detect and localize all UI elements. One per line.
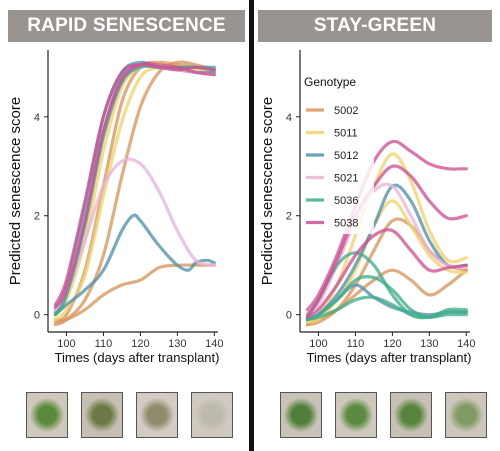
left-x-tick-label: 120 [131,338,149,350]
right-y-tick-label: 4 [286,112,292,124]
rapid-plant-photo-2 [81,392,123,438]
right-legend-label-5036: 5036 [334,195,358,207]
left-x-tick-label: 100 [57,338,75,350]
left-x-tick-label: 140 [205,338,223,350]
left-y-axis-label: Predicted senescence score [7,97,24,285]
staygreen-plant-photo-3 [390,392,432,438]
rapid-plant-photo-3 [136,392,178,438]
right-x-axis-label: Times (days after transplant) [307,350,472,365]
left-series-line-5012 [53,62,216,314]
left-series-line-5021 [53,64,216,312]
right-series-line-5011 [305,152,468,322]
right-legend-box [302,72,374,234]
left-series-line-5012 [53,60,216,312]
right-series-line-5038 [305,139,468,312]
right-y-tick-label: 2 [286,211,292,223]
right-legend-label-5011: 5011 [334,128,358,140]
left-y-tick-label: 2 [34,211,40,223]
left-series-line-5002 [53,60,216,327]
left-series-line-5012 [53,213,216,317]
staygreen-plant-photo-1 [280,392,322,438]
right-x-tick-label: 120 [383,338,401,350]
right-legend-label-5012: 5012 [334,150,358,162]
panel-divider [249,0,254,451]
left-x-tick-label: 110 [95,338,113,350]
left-series-line-5038 [53,62,216,309]
rapid-plant-photo-1 [26,392,68,438]
right-legend-label-5038: 5038 [334,218,358,230]
right-x-tick-label: 130 [420,338,438,350]
left-series-line-5036 [53,64,216,317]
rapid-plant-photo-4 [191,392,233,438]
right-series-line-5038 [305,228,468,319]
left-x-tick-label: 130 [168,338,186,350]
right-series-line-5021 [305,182,468,319]
left-x-axis-label: Times (days after transplant) [55,350,220,365]
right-x-tick-label: 110 [347,338,365,350]
rapid-senescence-banner: RAPID SENESCENCE [8,10,245,42]
left-series-line-5002 [53,263,216,324]
left-y-tick-label: 0 [34,310,40,322]
left-y-tick-label: 4 [34,112,40,124]
right-y-axis-label: Predicted senescence score [259,97,276,285]
right-legend-title: Genotype [304,75,356,89]
right-series-line-5011 [305,199,468,324]
right-y-tick-label: 0 [286,310,292,322]
staygreen-plant-photo-4 [445,392,487,438]
right-legend-label-5021: 5021 [334,173,358,185]
right-x-tick-label: 100 [309,338,327,350]
left-series-line-5011 [53,63,216,317]
right-legend-label-5002: 5002 [334,105,358,117]
right-x-tick-label: 140 [457,338,475,350]
stay-green-banner: STAY-GREEN [258,10,492,42]
staygreen-plant-photo-2 [335,392,377,438]
right-series-line-5038 [305,164,468,317]
right-series-line-5036 [305,295,468,322]
